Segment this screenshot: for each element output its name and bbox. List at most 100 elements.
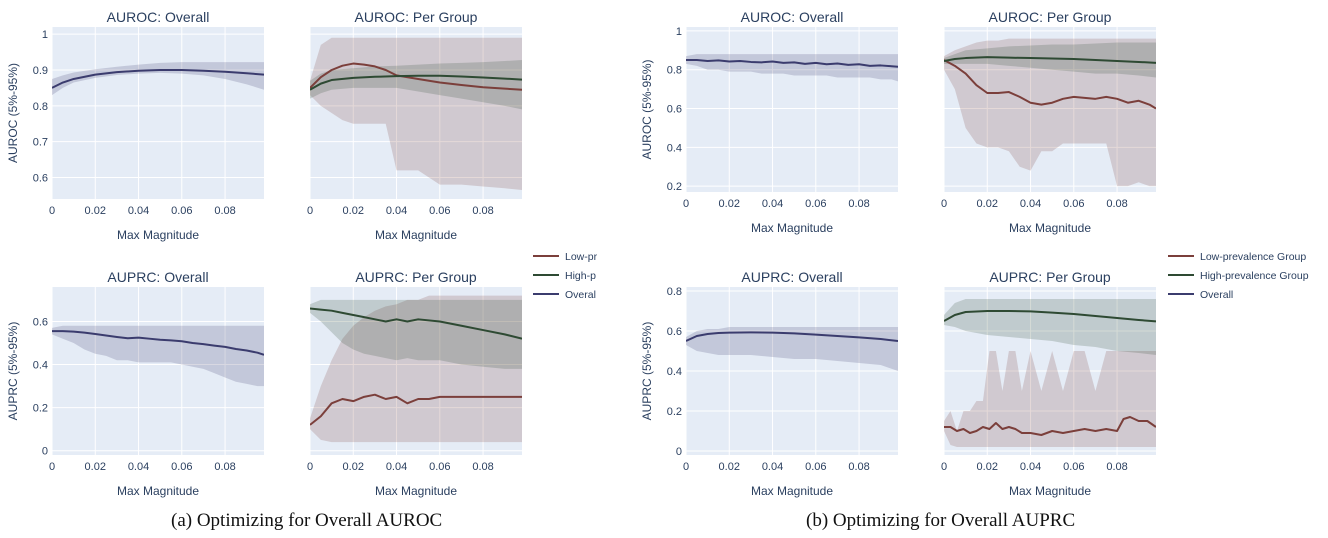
plot-area bbox=[310, 295, 522, 443]
band-low bbox=[310, 37, 522, 191]
x-tick-label: 0.06 bbox=[805, 461, 826, 473]
x-tick-label: 0.06 bbox=[429, 461, 450, 473]
chart-panel-a-auroc-group: 0 0.02 0.04 0.06 0.08 AUROC: Per Group Max Mag… bbox=[307, 9, 522, 242]
x-tick-label: 0.04 bbox=[128, 205, 149, 217]
x-tick-label: 0.02 bbox=[343, 205, 364, 217]
series-line-overall bbox=[686, 59, 898, 68]
x-tick-label: 0.08 bbox=[1106, 198, 1127, 210]
x-tick-label: 0.04 bbox=[762, 198, 783, 210]
x-tick-label: 0.06 bbox=[1063, 198, 1084, 210]
chart-title: AUPRC: Per Group bbox=[989, 269, 1111, 285]
chart-panel-a-auroc-overall: 0 0.02 0.04 0.06 0.08 0.6 0.7 0.8 0.9 1 AUROC: Ove… bbox=[6, 9, 264, 242]
y-tick-label: 1 bbox=[42, 29, 48, 41]
chart-title: AUPRC: Overall bbox=[741, 269, 842, 285]
chart-panel-a-auprc-group: 0 0.02 0.04 0.06 0.08 AUPRC: Per Group Max Mag… bbox=[307, 269, 522, 498]
x-axis-label: Max Magnitude bbox=[751, 221, 833, 235]
band-low bbox=[944, 38, 1156, 187]
chart-panel-b-auroc-group: 0 0.02 0.04 0.06 0.08 AUROC: Per Group Max Mag… bbox=[941, 9, 1156, 235]
x-tick-label: 0.04 bbox=[386, 461, 407, 473]
series-line-overall bbox=[52, 330, 264, 356]
legend-label-overall: Overall bbox=[1200, 289, 1233, 301]
x-tick-label: 0.06 bbox=[1063, 461, 1084, 473]
chart-panel-b-auroc-overall: 0 0.02 0.04 0.06 0.08 0.2 0.4 0.6 0.8 1 AUROC: Ove… bbox=[640, 9, 898, 235]
chart-title: AUPRC: Per Group bbox=[355, 269, 477, 285]
plot-background bbox=[944, 27, 1156, 192]
x-tick-label: 0.02 bbox=[719, 198, 740, 210]
x-axis-label: Max Magnitude bbox=[1009, 221, 1091, 235]
y-axis-label: AUPRC (5%-95%) bbox=[6, 322, 20, 421]
x-axis-label: Max Magnitude bbox=[117, 228, 199, 242]
y-tick-label: 0.4 bbox=[33, 360, 48, 372]
y-axis-label: AUPRC (5%-95%) bbox=[640, 322, 654, 421]
y-tick-label: 0.6 bbox=[667, 104, 682, 116]
x-tick-label: 0.04 bbox=[1020, 461, 1041, 473]
plot-background bbox=[686, 27, 898, 192]
band-high bbox=[944, 299, 1156, 355]
series-line-high bbox=[310, 74, 522, 91]
y-tick-label: 0.4 bbox=[667, 142, 682, 154]
x-tick-label: 0.02 bbox=[977, 461, 998, 473]
plot-area bbox=[52, 62, 264, 96]
series-line-low bbox=[310, 62, 522, 91]
chart-panel-a-auprc-overall: 0 0.02 0.04 0.06 0.08 0 0.2 0.4 0.6 AUPRC: Overal… bbox=[6, 269, 264, 498]
plot-background bbox=[52, 27, 264, 199]
x-tick-label: 0.04 bbox=[386, 205, 407, 217]
x-tick-label: 0.02 bbox=[719, 461, 740, 473]
x-tick-label: 0.06 bbox=[429, 205, 450, 217]
x-tick-label: 0 bbox=[683, 461, 689, 473]
y-tick-label: 0.6 bbox=[667, 326, 682, 338]
series-line-low bbox=[310, 393, 522, 426]
y-axis-label: AUROC (5%-95%) bbox=[6, 63, 20, 163]
legend-label-overall: Overal bbox=[565, 289, 596, 301]
x-tick-label: 0.02 bbox=[85, 205, 106, 217]
x-tick-label: 0 bbox=[307, 205, 313, 217]
y-tick-label: 0.4 bbox=[667, 366, 682, 378]
x-tick-label: 0.06 bbox=[805, 198, 826, 210]
series-line-high bbox=[944, 56, 1156, 64]
plot-area bbox=[686, 54, 898, 82]
x-tick-label: 0.04 bbox=[128, 461, 149, 473]
y-tick-label: 0.8 bbox=[667, 65, 682, 77]
x-tick-label: 0 bbox=[49, 461, 55, 473]
y-tick-label: 0 bbox=[676, 446, 682, 458]
chart-title: AUROC: Overall bbox=[107, 9, 210, 25]
plot-area bbox=[686, 327, 898, 371]
x-tick-label: 0.04 bbox=[762, 461, 783, 473]
x-tick-label: 0.08 bbox=[848, 461, 869, 473]
band-high bbox=[310, 59, 522, 110]
x-tick-label: 0.08 bbox=[214, 205, 235, 217]
y-tick-label: 0.8 bbox=[667, 286, 682, 298]
series-line-high bbox=[310, 307, 522, 340]
plot-background bbox=[52, 287, 264, 455]
series-line-low bbox=[944, 59, 1156, 110]
x-tick-label: 0.02 bbox=[343, 461, 364, 473]
legend-b: Low-prevalence Group High-prevalence Grou… bbox=[1168, 251, 1309, 301]
band-high bbox=[944, 42, 1156, 78]
x-tick-label: 0.08 bbox=[848, 198, 869, 210]
band-overall bbox=[52, 325, 264, 387]
x-axis-label: Max Magnitude bbox=[751, 484, 833, 498]
x-tick-label: 0.02 bbox=[85, 461, 106, 473]
series-line-overall bbox=[686, 331, 898, 342]
plot-area bbox=[310, 37, 522, 191]
x-tick-label: 0.08 bbox=[1106, 461, 1127, 473]
x-axis-label: Max Magnitude bbox=[375, 228, 457, 242]
series-line-low bbox=[944, 416, 1156, 436]
x-axis-label: Max Magnitude bbox=[375, 484, 457, 498]
caption-b: (b) Optimizing for Overall AUPRC bbox=[806, 510, 1076, 531]
x-axis-label: Max Magnitude bbox=[117, 484, 199, 498]
series-line-high bbox=[944, 310, 1156, 323]
chart-panel-b-auprc-group: 0 0.02 0.04 0.06 0.08 AUPRC: Per Group Max Mag… bbox=[941, 269, 1156, 498]
y-tick-label: 0.7 bbox=[33, 137, 48, 149]
y-tick-label: 0.2 bbox=[667, 406, 682, 418]
y-axis-label: AUROC (5%-95%) bbox=[640, 59, 654, 159]
legend-label-low: Low-pr bbox=[565, 251, 598, 263]
plot-background bbox=[310, 27, 522, 199]
y-tick-label: 0.2 bbox=[667, 181, 682, 193]
x-tick-label: 0 bbox=[941, 198, 947, 210]
y-tick-label: 1 bbox=[676, 26, 682, 38]
y-tick-label: 0.8 bbox=[33, 101, 48, 113]
x-tick-label: 0.08 bbox=[472, 205, 493, 217]
y-tick-label: 0.9 bbox=[33, 65, 48, 77]
chart-title: AUROC: Per Group bbox=[989, 9, 1112, 25]
